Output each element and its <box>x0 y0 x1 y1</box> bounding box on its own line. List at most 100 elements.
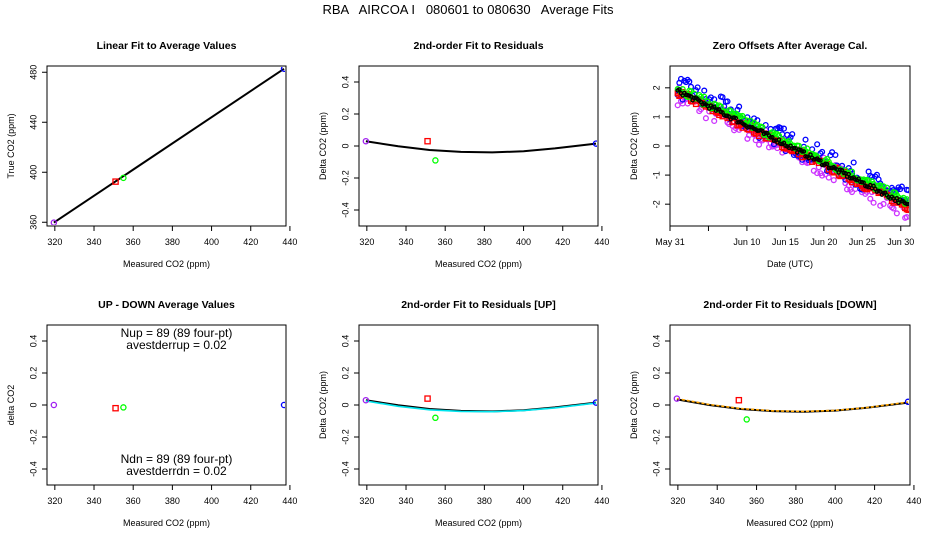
y-tick-label: 1 <box>651 114 661 119</box>
data-point <box>711 104 717 109</box>
data-point <box>830 177 837 184</box>
y-tick-label: 0 <box>651 143 661 148</box>
data-point <box>801 149 807 154</box>
chart-title: 2nd-order Fit to Residuals [DOWN] <box>703 299 876 311</box>
data-point <box>906 201 909 207</box>
fit-line <box>53 67 285 224</box>
x-tick-label: 320 <box>359 496 374 506</box>
x-tick-label: 400 <box>516 496 531 506</box>
y-tick-label: 0.4 <box>28 335 38 348</box>
x-tick-label: 440 <box>282 496 297 506</box>
data-point <box>711 117 718 125</box>
plot-data-layer <box>50 67 285 225</box>
data-point <box>893 210 900 217</box>
x-tick-label: 440 <box>282 237 297 247</box>
data-point <box>592 140 597 147</box>
data-point <box>280 401 285 409</box>
y-tick-label: -0.4 <box>340 461 350 477</box>
y-tick-label: -0.4 <box>340 202 350 218</box>
data-point <box>280 67 285 72</box>
data-point <box>799 149 805 154</box>
annotation-text: avestderrdn = 0.02 <box>126 464 227 478</box>
x-tick-label: 360 <box>126 237 141 247</box>
x-axis-label: Measured CO2 (ppm) <box>746 518 833 528</box>
chart-panel-6: 2nd-order Fit to Residuals [DOWN] Measure… <box>629 299 921 528</box>
y-tick-label: 0.4 <box>340 76 350 89</box>
data-point <box>825 174 832 181</box>
x-tick-label: 360 <box>749 496 764 506</box>
x-tick-label: Jun 20 <box>810 237 837 247</box>
data-point <box>112 178 119 185</box>
plot-data-layer <box>50 401 285 412</box>
x-tick-label: 400 <box>204 496 219 506</box>
y-tick-label: 360 <box>28 215 38 230</box>
chart-panel-3: Zero Offsets After Average Cal. Date (UTC… <box>629 40 914 269</box>
data-point <box>899 199 905 204</box>
fit-curve <box>676 397 909 413</box>
y-tick-label: 2 <box>651 85 661 90</box>
data-point <box>780 125 787 132</box>
y-tick-label: -1 <box>651 171 661 179</box>
data-point <box>814 141 821 148</box>
data-point <box>776 137 782 142</box>
y-tick-label: 0 <box>340 143 350 148</box>
x-tick-label: 320 <box>670 496 685 506</box>
x-tick-label: 440 <box>906 496 921 506</box>
data-point <box>883 184 890 191</box>
data-point <box>898 183 905 190</box>
x-tick-label: 400 <box>516 237 531 247</box>
data-point <box>701 93 708 100</box>
data-point <box>832 151 839 159</box>
x-tick-label: 400 <box>204 237 219 247</box>
x-tick-label: 420 <box>555 496 570 506</box>
data-point <box>861 180 866 185</box>
plot-data-layer <box>362 137 597 164</box>
y-tick-label: 0 <box>340 402 350 407</box>
data-point <box>846 171 851 177</box>
data-point <box>715 107 720 112</box>
data-point <box>424 137 431 145</box>
y-tick-label: -0.2 <box>651 429 661 445</box>
y-axis-label: delta CO2 <box>6 385 16 426</box>
x-tick-label: 440 <box>594 496 609 506</box>
y-tick-label: 480 <box>28 65 38 80</box>
x-tick-label: 420 <box>867 496 882 506</box>
plot-data-layer <box>673 395 909 423</box>
data-point <box>724 98 731 105</box>
data-point <box>120 174 127 182</box>
data-point <box>777 125 784 132</box>
x-tick-label: 380 <box>165 237 180 247</box>
page-title: RBA AIRCOA I 080601 to 080630 Average Fi… <box>322 2 614 17</box>
x-tick-label: 340 <box>87 496 102 506</box>
data-point <box>870 199 877 206</box>
x-axis-label: Measured CO2 (ppm) <box>123 518 210 528</box>
x-tick-label: 360 <box>126 496 141 506</box>
x-tick-label: 440 <box>594 237 609 247</box>
chart-panel-4: UP - DOWN Average Values Measured CO2 (pp… <box>6 299 297 528</box>
data-point <box>432 414 439 422</box>
data-point <box>362 137 370 145</box>
x-tick-label: 340 <box>399 496 414 506</box>
data-point <box>702 115 709 122</box>
data-point <box>735 396 743 404</box>
data-point <box>674 102 681 109</box>
chart-title: UP - DOWN Average Values <box>98 299 235 311</box>
x-tick-label: Jun 15 <box>772 237 799 247</box>
x-axis-label: Measured CO2 (ppm) <box>123 259 210 269</box>
fit-curve <box>365 140 597 154</box>
plot-data-layer <box>362 395 597 422</box>
y-tick-label: 0.2 <box>651 367 661 380</box>
y-tick-label: -0.2 <box>340 170 350 186</box>
data-point <box>686 78 693 85</box>
x-tick-label: 320 <box>47 237 62 247</box>
data-point <box>50 401 58 409</box>
y-tick-label: 0 <box>651 402 661 407</box>
x-tick-label: Jun 25 <box>849 237 876 247</box>
data-point <box>701 87 708 94</box>
annotation-text: avestderrup = 0.02 <box>126 338 227 352</box>
data-point <box>848 188 856 196</box>
chart-panel-2: 2nd-order Fit to Residuals Measured CO2 (… <box>318 40 609 269</box>
annotation-text: Ndn = 89 (89 four-pt) <box>121 452 233 466</box>
data-point <box>814 170 821 177</box>
x-tick-label: Jun 30 <box>887 237 914 247</box>
